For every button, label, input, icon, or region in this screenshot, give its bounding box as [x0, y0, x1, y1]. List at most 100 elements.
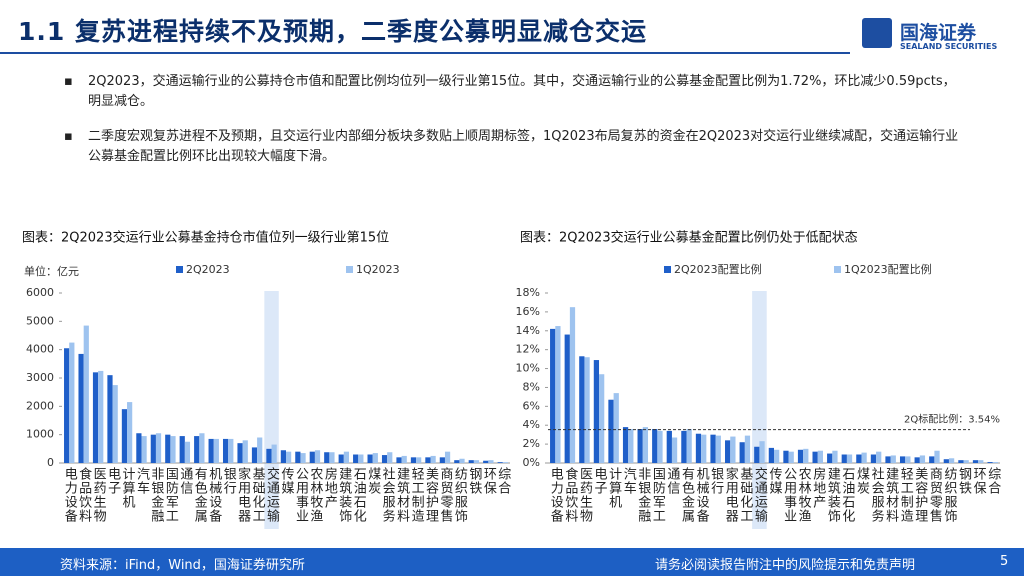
x-tick-label: 环保 — [481, 467, 497, 495]
bar — [199, 433, 205, 463]
x-tick-label: 家用电器 — [235, 466, 251, 523]
bullet: ▪ 二季度宏观复苏进程不及预期，且交运行业内部细分板块多数贴上顺周期标签，1Q20… — [64, 129, 959, 164]
x-tick-label: 计算机 — [120, 467, 136, 509]
legend-swatch — [176, 266, 183, 273]
bar — [112, 385, 118, 463]
y-axis-label: 单位：亿元 — [24, 264, 79, 278]
x-tick-label: 医药生物 — [577, 467, 593, 523]
legend-swatch — [664, 266, 671, 273]
disclaimer: 请务必阅读报告附注中的风险提示和免责声明 — [655, 558, 916, 573]
legend-label: 1Q2023配置比例 — [844, 262, 932, 276]
logo-sub: SEALAND SECURITIES — [900, 42, 998, 51]
y-tick-label: 12% — [516, 343, 540, 356]
bar — [695, 433, 702, 463]
bar — [876, 451, 882, 463]
bar — [309, 451, 315, 463]
x-tick-label: 公用事业 — [293, 467, 309, 523]
bar — [987, 462, 993, 463]
y-tick-label: 10% — [516, 362, 540, 375]
bar — [958, 460, 964, 463]
bar — [861, 452, 867, 463]
bar — [652, 429, 658, 463]
x-tick-label: 建筑材料 — [394, 467, 410, 523]
bar — [885, 456, 891, 463]
benchmark-label: 2Q标配比例：3.54% — [904, 413, 1000, 426]
bar — [914, 457, 920, 463]
x-tick-label: 有色金属 — [679, 467, 695, 523]
bar — [69, 342, 75, 463]
legend-label: 2Q2023配置比例 — [674, 262, 762, 276]
bar — [324, 452, 330, 463]
x-tick-label: 传媒 — [767, 467, 783, 495]
bar — [444, 451, 451, 463]
legend-label: 2Q2023 — [186, 263, 230, 276]
bar — [286, 451, 292, 463]
x-tick-label: 汽车 — [134, 467, 150, 495]
bar — [179, 436, 185, 463]
bar — [739, 442, 745, 463]
bar — [584, 357, 590, 463]
y-tick-label: 6000 — [26, 286, 54, 299]
bar — [686, 429, 692, 463]
bar — [83, 325, 89, 463]
x-tick-label: 煤炭 — [365, 467, 381, 495]
x-tick-label: 银行 — [708, 467, 724, 495]
bar — [856, 454, 862, 463]
legend-swatch — [834, 266, 841, 273]
x-tick-label: 综合 — [495, 467, 511, 495]
bar — [367, 454, 373, 463]
x-tick-label: 国防军工 — [163, 467, 179, 523]
x-tick-label: 交通运输 — [752, 466, 768, 523]
bar — [803, 448, 809, 463]
bar — [387, 452, 393, 463]
y-tick-label: 8% — [523, 380, 540, 393]
x-tick-label: 电子 — [592, 467, 608, 495]
x-tick-label: 公用事业 — [781, 467, 797, 523]
bar — [271, 444, 277, 463]
bar — [841, 454, 847, 463]
bar — [919, 455, 926, 463]
y-tick-label: 14% — [516, 324, 540, 337]
bar — [817, 450, 823, 463]
x-tick-label: 石油石化 — [839, 467, 855, 523]
y-tick-label: 1000 — [26, 428, 54, 441]
y-tick-label: 3000 — [26, 371, 54, 384]
bar — [725, 440, 731, 463]
legend-swatch — [346, 266, 353, 273]
x-tick-label: 环保 — [971, 467, 987, 495]
bar — [155, 433, 162, 463]
x-tick-label: 银行 — [221, 467, 237, 495]
bar — [608, 399, 614, 463]
bar — [92, 372, 99, 463]
x-tick-label: 通信 — [664, 467, 680, 495]
bar — [710, 434, 716, 463]
bar — [483, 460, 489, 463]
bar — [797, 449, 804, 463]
bar — [136, 433, 142, 463]
bar — [488, 460, 494, 463]
x-tick-label: 机械设备 — [206, 467, 222, 523]
y-tick-label: 2000 — [26, 399, 54, 412]
highlight-band — [264, 291, 279, 529]
bar — [943, 459, 949, 463]
x-tick-label: 计算机 — [606, 467, 622, 509]
bar — [228, 438, 234, 463]
x-tick-label: 建筑装饰 — [336, 467, 352, 523]
bar — [637, 429, 643, 463]
bar — [657, 430, 663, 463]
footer: 资料来源：iFind，Wind，国海证券研究所 请务必阅读报告附注中的风险提示和… — [0, 548, 1024, 576]
chart-title: 图表：2Q2023交运行业公募基金配置比例仍处于低配状态 — [520, 230, 858, 246]
bar — [666, 430, 672, 463]
bar — [929, 456, 935, 463]
bar — [468, 460, 474, 463]
x-tick-label: 轻工制造 — [898, 467, 914, 523]
x-tick-label: 建筑材料 — [883, 467, 899, 523]
y-tick-label: 0% — [523, 456, 540, 469]
bar — [439, 457, 445, 463]
x-tick-label: 房地产 — [810, 466, 826, 509]
bar — [237, 443, 243, 463]
bar — [78, 353, 84, 463]
bar — [150, 434, 156, 463]
bar — [788, 451, 794, 463]
